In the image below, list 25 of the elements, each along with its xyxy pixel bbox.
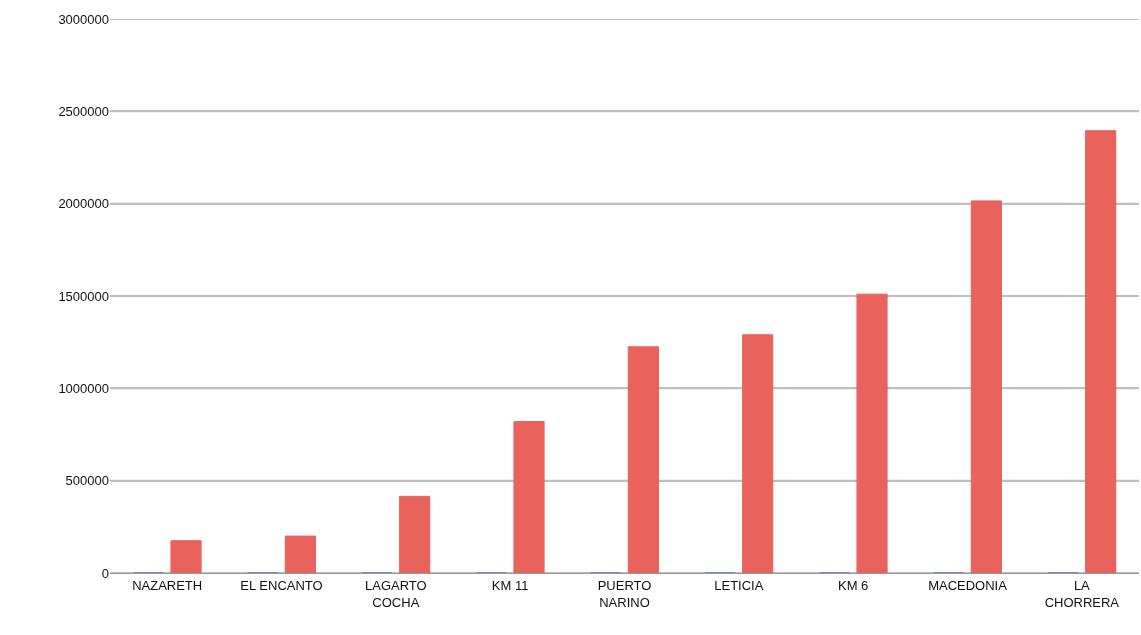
x-tick-label: NAZARETH	[132, 577, 203, 593]
bar	[513, 421, 545, 573]
x-tick-label: KM 6	[838, 577, 869, 593]
y-tick-label: 1000000	[58, 380, 109, 396]
bar	[1085, 130, 1117, 573]
y-tick-label: 500000	[65, 473, 109, 489]
bar	[284, 535, 316, 573]
y-tick-label: 2000000	[58, 196, 109, 212]
bar	[970, 200, 1002, 573]
y-tick-label: 3000000	[58, 11, 109, 27]
x-tick-label: EL ENCANTO	[240, 577, 323, 593]
bar	[399, 495, 431, 573]
y-tick-label: 1500000	[58, 288, 109, 304]
x-tick-label: LETICIA	[714, 577, 764, 593]
x-tick-label: LAGARTO COCHA	[365, 577, 427, 610]
y-tick-label: 0	[101, 565, 109, 581]
x-tick-label: KM 11	[491, 577, 529, 593]
bar	[170, 540, 202, 573]
x-tick-label: PUERTO NARINO	[597, 577, 652, 610]
bar	[742, 334, 774, 573]
y-tick-label: 2500000	[58, 103, 109, 119]
bar	[856, 293, 888, 573]
x-tick-label: LA CHORRERA	[1044, 577, 1120, 610]
x-tick-label: MACEDONIA	[928, 577, 1008, 593]
bar	[627, 346, 659, 573]
